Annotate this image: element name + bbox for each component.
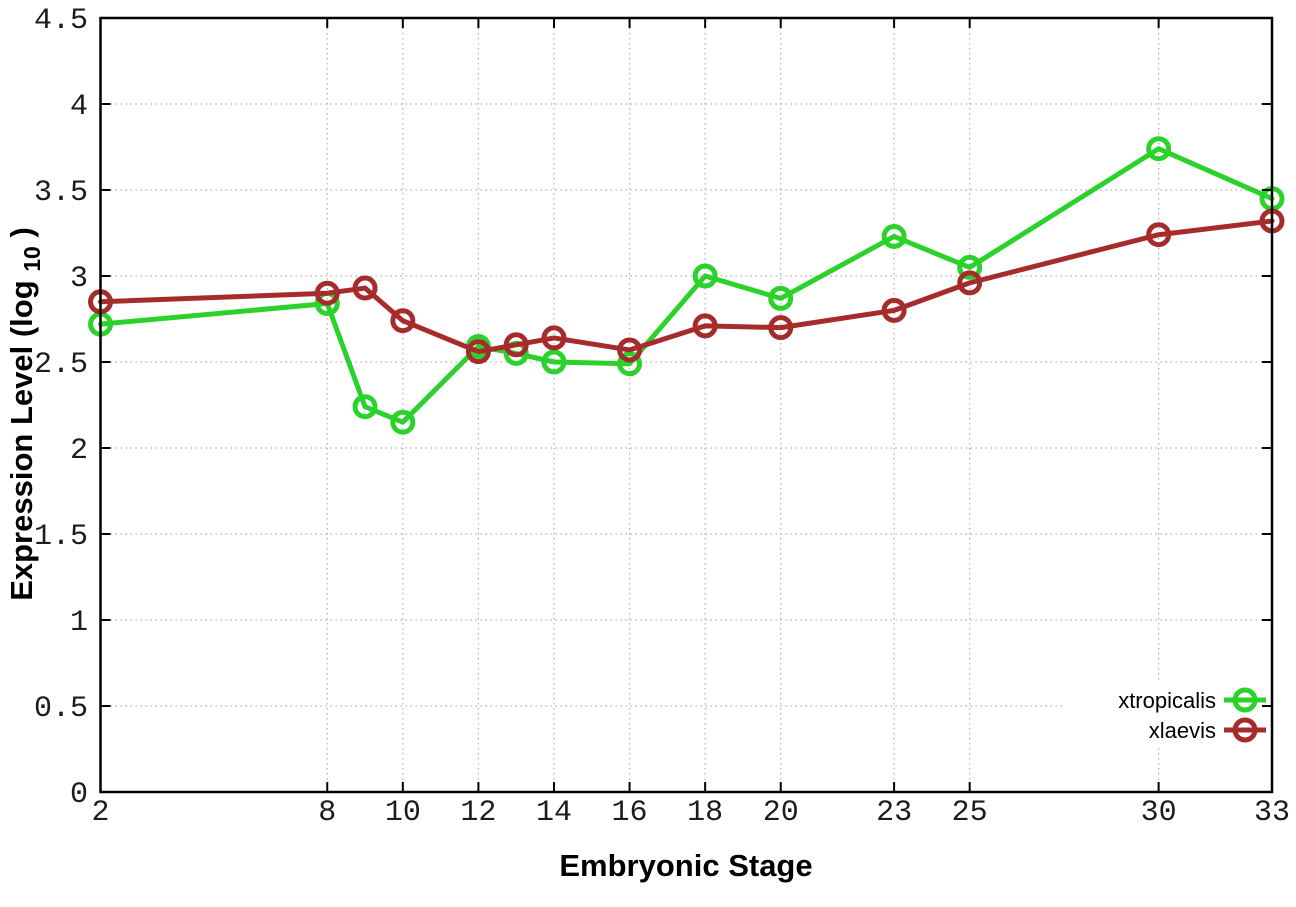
- x-tick-label: 20: [763, 796, 799, 830]
- series-line-xtropicalis: [98, 146, 1275, 425]
- x-tick-label: 18: [687, 796, 723, 830]
- x-tick-label: 14: [536, 796, 572, 830]
- y-tick-label: 4.5: [34, 4, 88, 38]
- legend: xtropicalis xlaevis: [1118, 687, 1266, 743]
- y-tick-labels: 0 0.5 1 1.5 2 2.5 3 3.5 4 4.5: [34, 4, 88, 812]
- x-tick-label: 33: [1254, 796, 1290, 830]
- data-point-xtropicalis: [957, 254, 983, 280]
- x-tick-label: 8: [318, 796, 336, 830]
- y-tick-label: 1: [70, 606, 88, 640]
- y-tick-label: 2: [70, 434, 88, 468]
- data-point-xlaevis: [503, 332, 529, 358]
- data-point-xlaevis: [957, 270, 983, 296]
- data-point-xlaevis: [768, 315, 794, 341]
- x-tick-label: 16: [612, 796, 648, 830]
- y-tick-label: 0.5: [34, 692, 88, 726]
- plot-frame: [99, 16, 1274, 794]
- x-tick-label: 10: [385, 796, 421, 830]
- data-point-xtropicalis: [881, 223, 907, 249]
- data-point-xlaevis: [541, 325, 567, 351]
- data-point-xtropicalis: [768, 285, 794, 311]
- data-point-xlaevis: [465, 339, 491, 365]
- y-axis-title-close: ): [4, 227, 39, 237]
- data-point-xtropicalis: [617, 351, 643, 377]
- data-point-xtropicalis: [541, 349, 567, 375]
- data-point-xlaevis: [352, 275, 378, 301]
- tick-marks: [99, 17, 1273, 793]
- gridlines: [100, 18, 1272, 792]
- x-tick-labels: 2 8 10 12 14 16 18 20 23 25 30 33: [91, 796, 1290, 830]
- series-layer: [88, 136, 1285, 435]
- legend-label-xlaevis: xlaevis: [1149, 718, 1216, 743]
- data-point-xlaevis: [881, 297, 907, 323]
- y-tick-label: 3.5: [34, 176, 88, 210]
- x-tick-label: 23: [876, 796, 912, 830]
- y-tick-label: 2.5: [34, 348, 88, 382]
- y-axis-title-main: Expression Level (log: [4, 280, 39, 600]
- plot-border: [99, 16, 1274, 794]
- data-point-xlaevis: [314, 280, 340, 306]
- y-tick-label: 0: [70, 778, 88, 812]
- x-tick-label: 12: [460, 796, 496, 830]
- y-tick-label: 1.5: [34, 520, 88, 554]
- series-line-xlaevis: [98, 218, 1275, 355]
- legend-marker-xtropicalis: [1232, 687, 1258, 713]
- legend-label-xtropicalis: xtropicalis: [1118, 688, 1216, 713]
- data-point-xtropicalis: [692, 263, 718, 289]
- y-tick-label: 4: [70, 90, 88, 124]
- x-tick-label: 30: [1141, 796, 1177, 830]
- x-axis-title: Embryonic Stage: [559, 848, 812, 883]
- data-point-xlaevis: [692, 313, 718, 339]
- y-axis-title-subscript: 10: [19, 246, 45, 272]
- y-axis-title: Expression Level (log 10 ): [4, 227, 47, 601]
- x-tick-label: 2: [91, 796, 109, 830]
- data-point-xtropicalis: [1146, 136, 1172, 162]
- data-point-xtropicalis: [352, 394, 378, 420]
- y-tick-label: 3: [70, 262, 88, 296]
- data-point-xlaevis: [617, 337, 643, 363]
- x-tick-label: 25: [952, 796, 988, 830]
- data-point-xtropicalis: [390, 409, 416, 435]
- data-point-xlaevis: [390, 308, 416, 334]
- legend-marker-xlaevis: [1232, 717, 1258, 743]
- data-point-xlaevis: [1146, 222, 1172, 248]
